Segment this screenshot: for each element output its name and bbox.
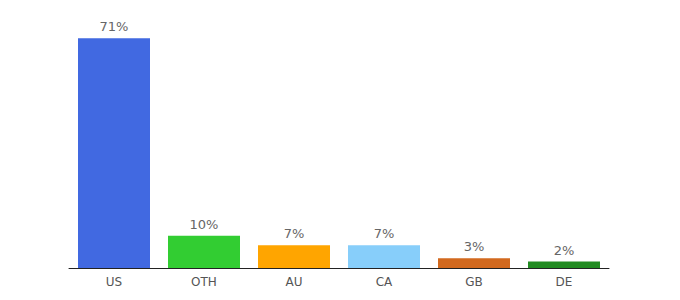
svg-text:3%: 3%	[464, 239, 485, 254]
svg-text:CA: CA	[376, 275, 393, 289]
svg-text:DE: DE	[556, 275, 573, 289]
svg-text:7%: 7%	[284, 226, 305, 241]
svg-text:2%: 2%	[554, 243, 575, 258]
svg-text:AU: AU	[286, 275, 303, 289]
svg-text:US: US	[106, 275, 122, 289]
svg-text:71%: 71%	[100, 19, 129, 34]
svg-text:OTH: OTH	[191, 275, 217, 289]
svg-text:7%: 7%	[374, 226, 395, 241]
svg-text:10%: 10%	[190, 217, 219, 232]
svg-text:GB: GB	[465, 275, 483, 289]
